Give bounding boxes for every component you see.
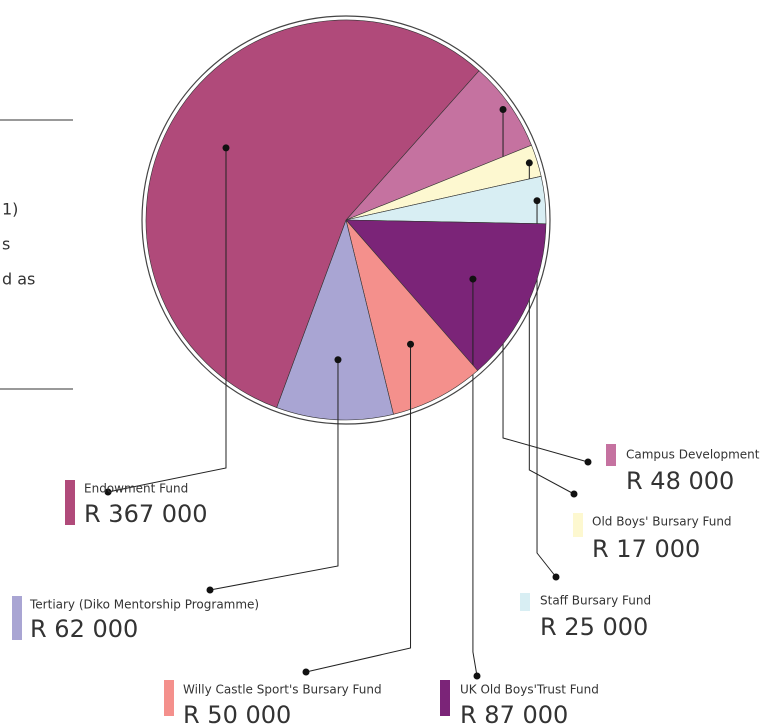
legend-label: Endowment Fund	[84, 482, 188, 496]
legend-label: Willy Castle Sport's Bursary Fund	[183, 683, 382, 697]
legend-label: Campus Development	[626, 448, 760, 462]
pie-slice	[276, 218, 394, 421]
leader-dot	[334, 356, 342, 364]
leader-dot	[302, 668, 310, 676]
cut-text: d as	[2, 270, 35, 289]
pie-slice	[345, 219, 547, 371]
value-label: R 367 000	[84, 500, 208, 528]
leader-dot	[525, 159, 533, 167]
leader-line	[209, 359, 339, 591]
legend-swatch	[12, 596, 22, 640]
value-label: R 50 000	[183, 701, 291, 727]
leader-line	[536, 200, 557, 578]
legend-label: UK Old Boys'Trust Fund	[460, 683, 599, 697]
value-label: R 48 000	[626, 467, 734, 495]
leader-dot	[473, 672, 481, 680]
leader-line	[305, 344, 412, 673]
legend-label: Old Boys' Bursary Fund	[592, 515, 732, 529]
leader-dot	[407, 340, 415, 348]
leader-dot	[533, 197, 541, 205]
legend-label: Tertiary (Diko Mentorship Programme)	[29, 598, 259, 612]
leader-dot	[584, 458, 592, 466]
legend-swatch	[606, 444, 616, 466]
value-label: R 62 000	[30, 615, 138, 643]
leader-dot	[469, 275, 477, 283]
legend-swatch	[573, 513, 583, 537]
leader-dot	[552, 573, 560, 581]
value-label: R 87 000	[460, 701, 568, 727]
leader-dot	[206, 586, 214, 594]
leader-dot	[499, 106, 507, 114]
pie-slice	[145, 19, 480, 408]
leader-line	[107, 147, 227, 493]
legend-swatch	[520, 593, 530, 611]
legend-swatch	[65, 480, 75, 525]
pie-slice	[345, 219, 479, 415]
cut-text: 1)	[2, 200, 18, 219]
legend-swatch	[440, 680, 450, 716]
leader-dot	[222, 144, 230, 152]
value-label: R 17 000	[592, 535, 700, 563]
leader-line	[472, 279, 478, 677]
leader-dot	[570, 490, 578, 498]
leader-dot	[104, 488, 112, 496]
value-label: R 25 000	[540, 613, 648, 641]
legend-swatch	[164, 680, 174, 716]
cut-text: s	[2, 235, 10, 254]
legend-label: Staff Bursary Fund	[540, 594, 651, 608]
